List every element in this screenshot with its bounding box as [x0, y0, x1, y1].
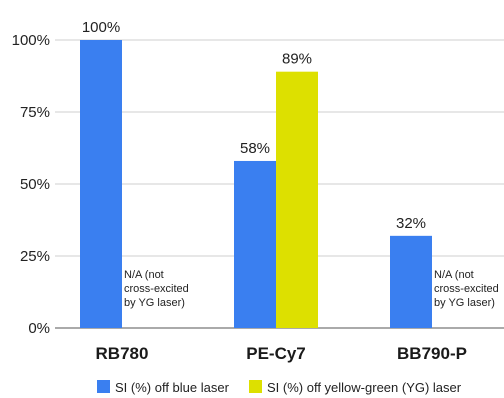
category-label: RB780	[96, 344, 149, 363]
y-tick-label: 100%	[12, 32, 50, 49]
y-tick-label: 0%	[28, 320, 50, 337]
na-annotation-line: cross-excited	[434, 283, 499, 295]
y-tick-label: 75%	[20, 104, 50, 121]
na-annotation-line: by YG laser)	[434, 297, 495, 309]
data-label: 100%	[82, 19, 120, 36]
data-labels: 100% 58% 89% 32%	[82, 19, 426, 232]
y-tick-label: 50%	[20, 176, 50, 193]
category-label: PE-Cy7	[246, 344, 306, 363]
data-label: 32%	[396, 215, 426, 232]
y-tick-label: 25%	[20, 248, 50, 265]
bars	[80, 40, 432, 329]
na-annotation-line: by YG laser)	[124, 297, 185, 309]
bar-PE-Cy7-blue	[234, 160, 276, 328]
legend-label: SI (%) off yellow-green (YG) laser	[267, 380, 462, 395]
data-label: 89%	[282, 51, 312, 68]
legend-swatch	[97, 380, 110, 393]
na-annotation-line: cross-excited	[124, 283, 189, 295]
y-axis-ticks: 0% 25% 50% 75% 100%	[12, 32, 50, 337]
bar-PE-Cy7-yg	[276, 71, 318, 329]
na-annotation-line: N/A (not	[434, 269, 474, 281]
na-annotation: N/A (not cross-excited by YG laser)	[124, 269, 189, 309]
category-label: BB790-P	[397, 344, 467, 363]
legend: SI (%) off blue laser SI (%) off yellow-g…	[97, 380, 462, 395]
annotations: N/A (not cross-excited by YG laser)N/A (no…	[124, 269, 499, 309]
data-label: 58%	[240, 140, 270, 157]
bar-RB780-blue	[80, 40, 122, 328]
x-axis-categories: RB780 PE-Cy7 BB790-P	[96, 344, 467, 363]
bar-BB790-P-blue	[390, 235, 432, 328]
legend-label: SI (%) off blue laser	[115, 380, 230, 395]
na-annotation-line: N/A (not	[124, 269, 164, 281]
legend-swatch	[249, 380, 262, 393]
na-annotation: N/A (not cross-excited by YG laser)	[434, 269, 499, 309]
